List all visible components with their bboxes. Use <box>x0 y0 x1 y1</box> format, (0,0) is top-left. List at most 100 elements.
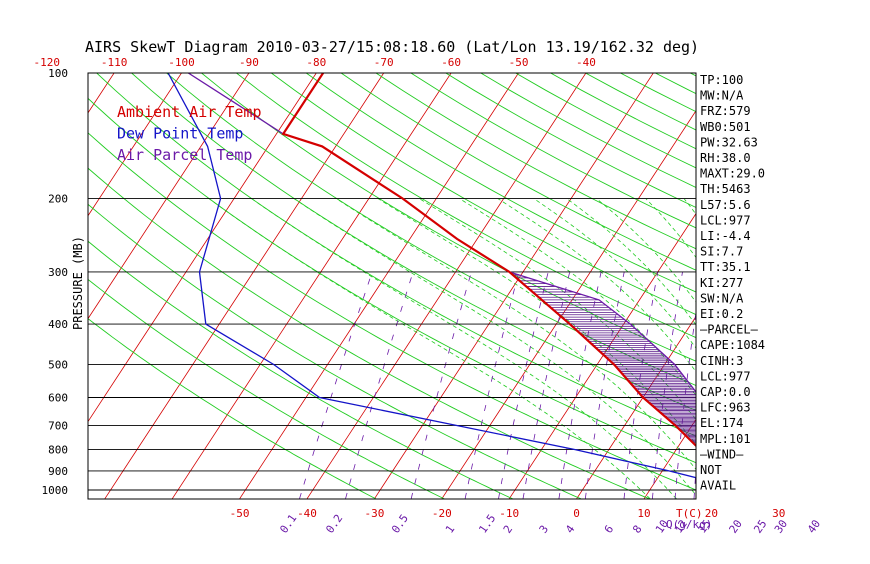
bottom-temp-tick-label: -20 <box>432 507 452 520</box>
isotherm-line <box>0 64 53 499</box>
mixing-ratio-label: 1 <box>443 523 457 536</box>
index-readout: LCL:977 <box>700 213 751 227</box>
dry-adiabat-line <box>760 73 870 499</box>
pressure-tick-label: 600 <box>48 391 68 404</box>
mixing-ratio-label: 4 <box>563 523 578 536</box>
dry-adiabat-line <box>481 73 870 499</box>
index-readout: SI:7.7 <box>700 245 743 259</box>
isotherm-line <box>846 64 870 499</box>
moist-adiabat-line <box>209 199 650 499</box>
y-axis-label: PRESSURE (MB) <box>71 236 85 330</box>
bottom-temp-tick-label: 0 <box>573 507 580 520</box>
pressure-tick-label: 700 <box>48 419 68 432</box>
mixing-ratio-label: 0.5 <box>389 512 411 536</box>
mixing-ratio-label: 2 <box>501 523 515 536</box>
mixing-ratio-label: 6 <box>602 523 616 536</box>
index-readout: TH:5463 <box>700 182 751 196</box>
index-readout: LI:-4.4 <box>700 229 751 243</box>
dry-adiabat-line <box>376 73 870 499</box>
top-temp-tick-label: -60 <box>441 56 461 69</box>
index-readout: LCL:977 <box>700 369 751 383</box>
dry-adiabat-line <box>306 73 870 499</box>
dry-adiabat-line <box>271 73 870 499</box>
mixing-ratio-line <box>346 272 414 499</box>
legend: Ambient Air Temp Dew Point Temp Air Parcel… <box>117 103 262 164</box>
mixing-ratio-label: 1.5 <box>476 512 498 536</box>
legend-entry: Air Parcel Temp <box>117 146 252 164</box>
mixing-ratio-line <box>794 272 804 499</box>
top-temp-tick-label: -110 <box>101 56 128 69</box>
top-temp-tick-label: -70 <box>374 56 394 69</box>
mixing-ratio-label: 0.2 <box>323 512 345 536</box>
index-readout: SW:N/A <box>700 291 744 305</box>
dry-adiabat-line <box>446 73 870 499</box>
top-temp-tick-label: -40 <box>576 56 596 69</box>
index-readout: MPL:101 <box>700 432 751 446</box>
bottom-temp-tick-label: 10 <box>637 507 650 520</box>
index-readout: AVAIL <box>700 479 736 493</box>
pressure-tick-label: 400 <box>48 318 68 331</box>
index-readout: CAP:0.0 <box>700 385 751 399</box>
mixing-ratio-line <box>465 272 519 499</box>
pressure-tick-label: 200 <box>48 193 68 206</box>
index-readout: MW:N/A <box>700 89 744 103</box>
top-temp-tick-label: -50 <box>509 56 529 69</box>
mixing-ratio-label: 8 <box>630 523 644 536</box>
dry-adiabat-line <box>202 73 870 499</box>
pressure-tick-label: 500 <box>48 358 68 371</box>
mixing-ratio-line <box>675 272 702 499</box>
mixing-ratio-label: 3 <box>537 523 551 536</box>
dry-adiabat-line <box>341 73 870 499</box>
index-readout: L57:5.6 <box>700 198 751 212</box>
top-temp-tick-label: -100 <box>168 56 195 69</box>
legend-entry: Dew Point Temp <box>117 125 243 143</box>
mixing-ratio-line <box>774 272 787 499</box>
bottom-temp-tick-label: -50 <box>230 507 250 520</box>
isotherm-line <box>779 64 870 499</box>
index-readout: LFC:963 <box>700 401 751 415</box>
isotherm-line <box>644 64 870 499</box>
mixing-unit-label: Q(g/kg) <box>666 518 712 531</box>
pressure-tick-label: 300 <box>48 266 68 279</box>
pressure-tick-label: 800 <box>48 444 68 457</box>
bottom-temp-tick-label: -30 <box>364 507 384 520</box>
index-readout: —WIND— <box>700 447 744 461</box>
mixing-ratio-label: 0.1 <box>277 512 299 536</box>
index-readout: CINH:3 <box>700 354 743 368</box>
index-readout: RH:38.0 <box>700 151 751 165</box>
mixing-ratio-line <box>300 272 373 499</box>
dew-point-line <box>168 73 741 490</box>
index-readout: NOT <box>700 463 722 477</box>
pressure-tick-label: 900 <box>48 465 68 478</box>
legend-entry: Ambient Air Temp <box>117 103 262 121</box>
isotherm-line <box>0 64 120 499</box>
index-readout: TT:35.1 <box>700 260 751 274</box>
isotherm-line <box>509 64 794 499</box>
mixing-ratio-label: 25 <box>751 517 769 535</box>
pressure-tick-label: 1000 <box>42 484 69 497</box>
mixing-ratio-label: 20 <box>727 517 745 535</box>
indices-panel: TP:100MW:N/AFRZ:579WB0:501PW:32.63RH:38.… <box>700 73 765 493</box>
index-readout: TP:100 <box>700 73 743 87</box>
dry-adiabat-line <box>830 73 870 499</box>
mixing-ratio-label: 40 <box>805 517 823 535</box>
dry-adiabat-line <box>795 73 870 499</box>
mixing-ratio-label: 30 <box>772 517 790 535</box>
bottom-temp-tick-label: -40 <box>297 507 317 520</box>
chart-title: AIRS SkewT Diagram 2010-03-27/15:08:18.6… <box>85 38 699 56</box>
moist-adiabat-line <box>336 199 719 499</box>
index-readout: EI:0.2 <box>700 307 743 321</box>
top-temp-tick-label: -120 <box>33 56 60 69</box>
index-readout: KI:277 <box>700 276 743 290</box>
index-readout: EL:174 <box>700 416 743 430</box>
index-readout: WB0:501 <box>700 120 751 134</box>
index-readout: FRZ:579 <box>700 104 751 118</box>
ambient-temp-line <box>283 73 761 490</box>
isotherm-line <box>374 64 659 499</box>
dry-adiabat-line <box>167 73 870 499</box>
mixing-ratio-line <box>749 272 766 499</box>
mixing-ratio-line <box>523 272 570 499</box>
top-temp-tick-label: -90 <box>239 56 259 69</box>
